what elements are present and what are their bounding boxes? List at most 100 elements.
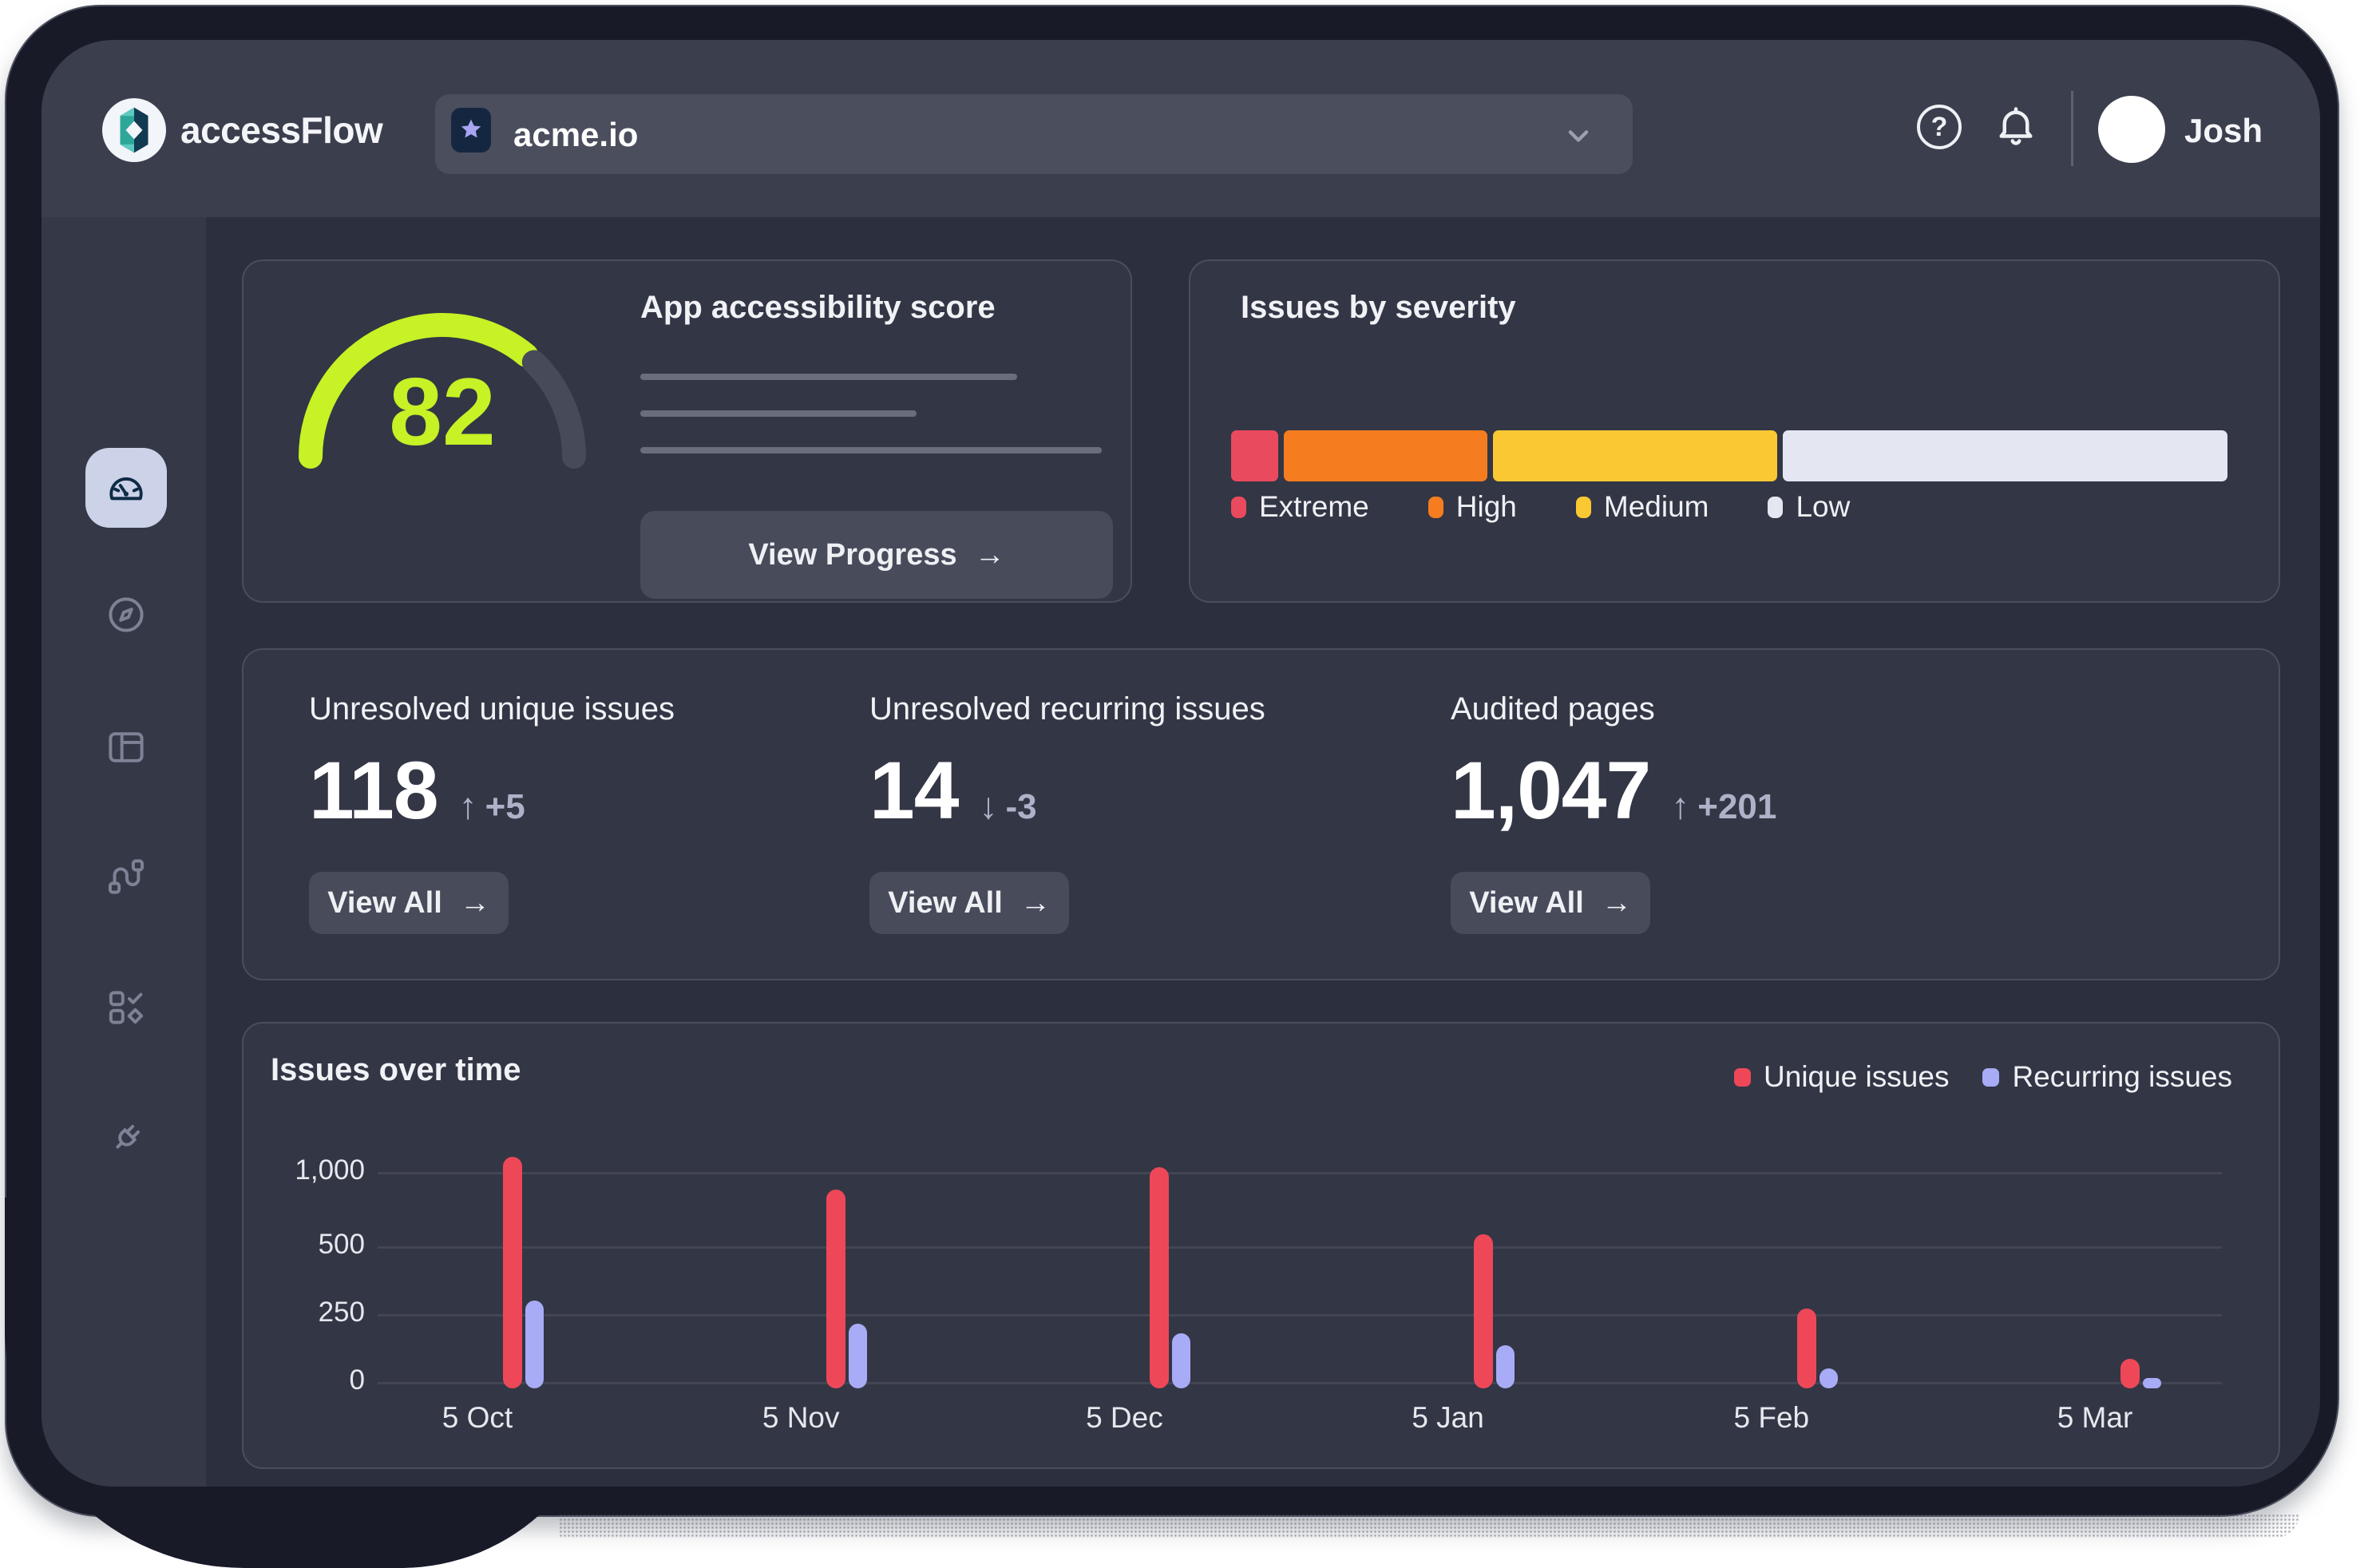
severity-segment-low xyxy=(1783,430,2227,481)
bar-unique-issues-5-nov xyxy=(826,1190,845,1388)
severity-stacked-bar xyxy=(1231,430,2227,481)
stats-card: Unresolved unique issues118↑+5View All→U… xyxy=(242,648,2280,980)
notifications-bell-icon[interactable] xyxy=(1992,102,2040,150)
project-selector[interactable]: acme.io xyxy=(435,94,1633,174)
legend-swatch xyxy=(1428,497,1443,518)
skeleton-line xyxy=(640,410,917,417)
severity-card-title: Issues by severity xyxy=(1241,290,1516,326)
help-button[interactable]: ? xyxy=(1917,105,1962,149)
stat-title: Unresolved unique issues xyxy=(309,691,675,727)
star-icon xyxy=(457,117,485,144)
user-name: Josh xyxy=(2184,112,2263,150)
stat-value: 118 xyxy=(309,744,438,837)
severity-legend: ExtremeHighMediumLow xyxy=(1231,490,1850,524)
stat-value-row: 14↓-3 xyxy=(869,744,1037,837)
arrow-up-icon: ↑ xyxy=(1671,784,1689,827)
stat-value-row: 118 ↑+5 xyxy=(309,744,525,837)
y-axis-tick-label: 500 xyxy=(267,1229,365,1261)
stat-delta-value: -3 xyxy=(1005,787,1036,827)
x-axis-tick-label: 5 Feb xyxy=(1692,1401,1851,1435)
view-progress-label: View Progress xyxy=(748,538,956,572)
view-all-label: View All xyxy=(888,886,1003,921)
x-axis-tick-label: 5 Oct xyxy=(398,1401,557,1435)
gridline-500 xyxy=(378,1246,2222,1249)
chart-legend-item-recurring-issues: Recurring issues xyxy=(1982,1060,2232,1094)
sidebar-item-pages[interactable] xyxy=(85,709,167,789)
bar-unique-issues-5-mar xyxy=(2120,1359,2140,1388)
legend-label: Extreme xyxy=(1259,490,1369,524)
stat-delta: ↑+5 xyxy=(459,784,525,827)
legend-swatch xyxy=(1576,497,1591,518)
gridline-0 xyxy=(378,1382,2222,1384)
legend-label: High xyxy=(1456,490,1517,524)
arrow-down-icon: ↓ xyxy=(979,784,997,827)
bar-recurring-issues-5-mar xyxy=(2143,1378,2161,1388)
x-axis-tick-label: 5 Nov xyxy=(721,1401,881,1435)
skeleton-line xyxy=(640,447,1102,453)
chart-legend-item-unique-issues: Unique issues xyxy=(1734,1060,1949,1094)
sidebar-item-integrations[interactable] xyxy=(85,1100,167,1180)
severity-segment-high xyxy=(1284,430,1487,481)
topbar: accessFlow acme.io ? xyxy=(42,40,2320,217)
app-window: accessFlow acme.io ? xyxy=(42,40,2320,1487)
severity-legend-item-low: Low xyxy=(1768,490,1850,524)
gridline-1000 xyxy=(378,1172,2222,1174)
legend-swatch xyxy=(1982,1068,1999,1087)
stat-title: Unresolved recurring issues xyxy=(869,691,1265,727)
score-value: 82 xyxy=(275,357,610,467)
y-axis-tick-label: 250 xyxy=(267,1297,365,1328)
project-avatar xyxy=(451,108,491,152)
stat-3: Audited pages 1,047 ↑+201 View All → xyxy=(1451,650,1978,979)
stat-2: Unresolved recurring issues 14↓-3 View All… xyxy=(869,650,1396,979)
bar-unique-issues-5-oct xyxy=(503,1157,522,1388)
score-card-title: App accessibility score xyxy=(640,290,996,326)
gridline-250 xyxy=(378,1314,2222,1317)
stat-value: 1,047 xyxy=(1451,744,1650,837)
stat-delta-value: +5 xyxy=(485,787,525,827)
stat-delta: ↑+201 xyxy=(1671,784,1776,827)
brand-name: accessFlow xyxy=(180,109,382,152)
sidebar-item-flows[interactable] xyxy=(85,838,167,918)
sidebar-item-components[interactable] xyxy=(85,969,167,1049)
project-name: acme.io xyxy=(513,116,638,154)
user-avatar[interactable] xyxy=(2098,96,2165,163)
bar-unique-issues-5-feb xyxy=(1797,1309,1816,1388)
view-all-button[interactable]: View All→ xyxy=(869,872,1069,934)
view-all-label: View All xyxy=(327,886,442,921)
bar-recurring-issues-5-feb xyxy=(1819,1368,1838,1388)
sidebar-nav xyxy=(42,217,206,1487)
view-all-label: View All xyxy=(1469,886,1584,921)
stat-title: Audited pages xyxy=(1451,691,1655,727)
legend-label: Recurring issues xyxy=(2012,1060,2232,1094)
arrow-up-icon: ↑ xyxy=(459,784,477,827)
view-all-button[interactable]: View All → xyxy=(1451,872,1650,934)
route-icon xyxy=(104,854,148,903)
chevron-down-icon xyxy=(1561,118,1596,153)
screenshot-stage: accessFlow acme.io ? xyxy=(0,0,2360,1568)
severity-segment-medium xyxy=(1493,430,1777,481)
x-axis-tick-label: 5 Dec xyxy=(1044,1401,1204,1435)
stat-delta-value: +201 xyxy=(1697,787,1776,827)
legend-label: Low xyxy=(1796,490,1850,524)
compass-icon xyxy=(104,592,148,641)
view-progress-button[interactable]: View Progress → xyxy=(640,511,1113,599)
bar-recurring-issues-5-oct xyxy=(525,1301,544,1388)
y-axis-tick-label: 0 xyxy=(267,1364,365,1396)
y-axis-tick-label: 1,000 xyxy=(267,1154,365,1186)
bar-recurring-issues-5-dec xyxy=(1172,1333,1190,1388)
arrow-right-icon: → xyxy=(1602,886,1632,921)
severity-segment-extreme xyxy=(1231,430,1278,481)
bar-unique-issues-5-dec xyxy=(1150,1167,1169,1388)
layout-icon xyxy=(104,725,148,774)
sidebar-item-dashboard[interactable] xyxy=(85,448,167,528)
accessflow-logo-icon xyxy=(102,98,166,162)
view-all-button[interactable]: View All→ xyxy=(309,872,509,934)
sidebar-item-explore[interactable] xyxy=(85,576,167,656)
issues-by-severity-card: Issues by severity ExtremeHighMediumLow xyxy=(1189,259,2280,603)
x-axis-tick-label: 5 Mar xyxy=(2015,1401,2175,1435)
issues-over-time-card: Issues over time Unique issuesRecurring … xyxy=(242,1022,2280,1469)
stat-1: Unresolved unique issues 118 ↑+5 View All→ xyxy=(309,650,836,979)
topbar-divider xyxy=(2071,91,2073,166)
severity-legend-item-high: High xyxy=(1428,490,1517,524)
plug-icon xyxy=(104,1116,148,1165)
